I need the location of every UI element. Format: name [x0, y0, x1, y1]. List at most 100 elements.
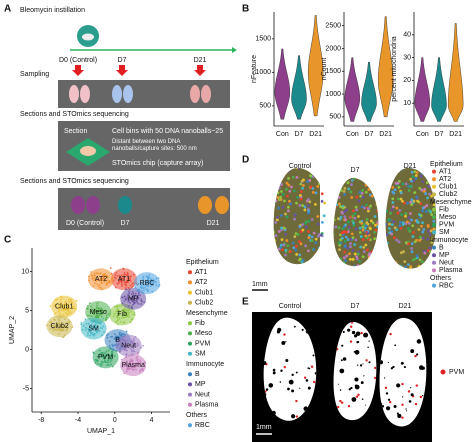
- cell-point: [53, 313, 56, 316]
- cell-point: [122, 339, 124, 342]
- cell-point: [88, 279, 91, 282]
- tissue-speckle: [299, 182, 303, 186]
- airspace: [362, 363, 364, 365]
- tissue-speckle: [263, 233, 266, 236]
- tissue-speckle: [273, 201, 277, 205]
- cell-point: [129, 277, 132, 280]
- cell-point: [109, 282, 112, 285]
- cell-point: [126, 280, 129, 283]
- cell-point: [145, 282, 148, 285]
- cell-point: [123, 347, 126, 350]
- tissue-speckle: [391, 186, 395, 189]
- legend-swatch: [188, 372, 192, 377]
- cell-point: [131, 290, 134, 293]
- tissue-speckle: [340, 231, 344, 235]
- cell-point: [139, 361, 142, 364]
- cluster-label: AT1: [118, 276, 130, 283]
- tissue-speckle: [297, 167, 301, 170]
- cell-point: [105, 314, 108, 317]
- tissue-speckle: [331, 268, 334, 271]
- tissue-speckle: [286, 209, 290, 213]
- cell-point: [64, 334, 66, 337]
- cell-point: [116, 308, 119, 311]
- cell-point: [60, 327, 63, 330]
- tissue-speckle: [304, 159, 307, 162]
- cell-point: [118, 276, 121, 279]
- cell-point: [105, 275, 108, 278]
- tissue-speckle: [406, 201, 409, 205]
- airspace: [363, 375, 365, 377]
- pvm-spot: [336, 405, 340, 409]
- legend-swatch: [432, 245, 436, 250]
- tissue-speckle: [385, 224, 387, 227]
- cell-point: [137, 294, 139, 297]
- tissue-speckle: [411, 175, 415, 179]
- cell-point: [135, 364, 138, 367]
- cell-point: [124, 341, 127, 344]
- cell-point: [88, 314, 91, 317]
- tissue-speckle: [350, 196, 354, 199]
- cell-point: [129, 348, 132, 350]
- tissue-speckle: [330, 213, 333, 216]
- tissue-speckle: [431, 188, 434, 192]
- cell-point: [130, 340, 133, 342]
- tissue-speckle: [292, 189, 296, 193]
- tissue-speckle: [376, 189, 379, 193]
- cell-point: [138, 288, 141, 291]
- cell-point: [102, 311, 105, 314]
- cell-point: [127, 345, 129, 348]
- violin: [274, 48, 291, 120]
- tissue-speckle: [330, 232, 333, 235]
- cell-point: [139, 370, 141, 373]
- cell-point: [57, 310, 60, 313]
- tissue-speckle: [301, 186, 304, 190]
- cell-point: [64, 311, 67, 314]
- tissue-speckle: [385, 247, 388, 250]
- tissue-speckle: [410, 203, 414, 207]
- cell-point: [68, 300, 71, 303]
- tissue-speckle: [360, 205, 364, 209]
- tissue-speckle: [341, 268, 344, 271]
- tissue-speckle: [392, 236, 396, 239]
- tissue-speckle: [403, 260, 407, 264]
- airspace: [396, 412, 399, 415]
- cell-point: [114, 312, 117, 315]
- tissue-speckle: [365, 224, 368, 228]
- cell-point: [86, 334, 89, 337]
- legend-swatch: [432, 230, 436, 235]
- tissue-speckle: [282, 243, 286, 247]
- tissue-speckle: [378, 208, 379, 212]
- pvm-spot: [339, 399, 342, 403]
- tissue-speckle: [322, 249, 326, 253]
- cell-point: [61, 326, 63, 329]
- pvm-spot: [374, 366, 377, 370]
- tissue-speckle: [400, 168, 403, 171]
- cell-point: [58, 308, 60, 311]
- cell-point: [129, 280, 132, 282]
- cell-point: [120, 366, 123, 368]
- tissue-speckle: [335, 203, 339, 207]
- tissue-speckle: [409, 177, 412, 181]
- cell-point: [129, 301, 132, 304]
- tissue-speckle: [351, 209, 355, 213]
- airspace: [402, 396, 404, 398]
- cell-point: [133, 314, 136, 316]
- tissue-speckle: [335, 260, 338, 264]
- airspace: [307, 386, 311, 390]
- cell-point: [124, 316, 127, 319]
- tissue-speckle: [417, 228, 421, 231]
- tissue-speckle: [344, 218, 348, 222]
- cell-point: [105, 279, 108, 282]
- airspace: [268, 383, 274, 388]
- cell-point: [125, 370, 128, 373]
- tissue-speckle: [360, 191, 364, 195]
- tissue-speckle: [358, 226, 362, 230]
- tissue-speckle: [288, 265, 291, 268]
- tissue-speckle: [421, 206, 425, 210]
- y-axis-label: percent mitochondria: [391, 36, 398, 101]
- tissue-speckle: [336, 217, 340, 221]
- airspace: [340, 359, 343, 362]
- tissue-speckle: [413, 240, 417, 244]
- tissue-speckle: [261, 208, 264, 211]
- tissue-speckle: [385, 256, 388, 259]
